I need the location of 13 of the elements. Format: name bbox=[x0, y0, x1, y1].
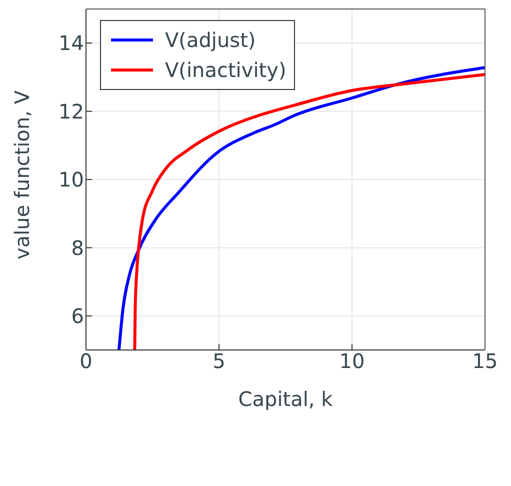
x-tick-label: 0 bbox=[80, 349, 92, 374]
legend-label: V(adjust) bbox=[165, 27, 256, 54]
x-tick-label: 15 bbox=[472, 349, 498, 374]
y-tick-label: 12 bbox=[58, 99, 84, 124]
y-tick-label: 6 bbox=[71, 304, 84, 328]
x-axis-title: Capital, k bbox=[238, 387, 334, 411]
y-axis-title: value function, V bbox=[10, 90, 34, 260]
y-tick-label: 8 bbox=[71, 236, 84, 260]
legend-label: V(inactivity) bbox=[165, 57, 286, 84]
x-tick-label: 5 bbox=[212, 349, 226, 374]
x-tick-label: 10 bbox=[339, 349, 365, 374]
y-tick-label: 14 bbox=[58, 31, 84, 56]
y-tick-label: 10 bbox=[58, 168, 84, 192]
